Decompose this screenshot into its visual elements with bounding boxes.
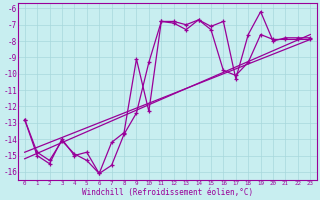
X-axis label: Windchill (Refroidissement éolien,°C): Windchill (Refroidissement éolien,°C) bbox=[82, 188, 253, 197]
